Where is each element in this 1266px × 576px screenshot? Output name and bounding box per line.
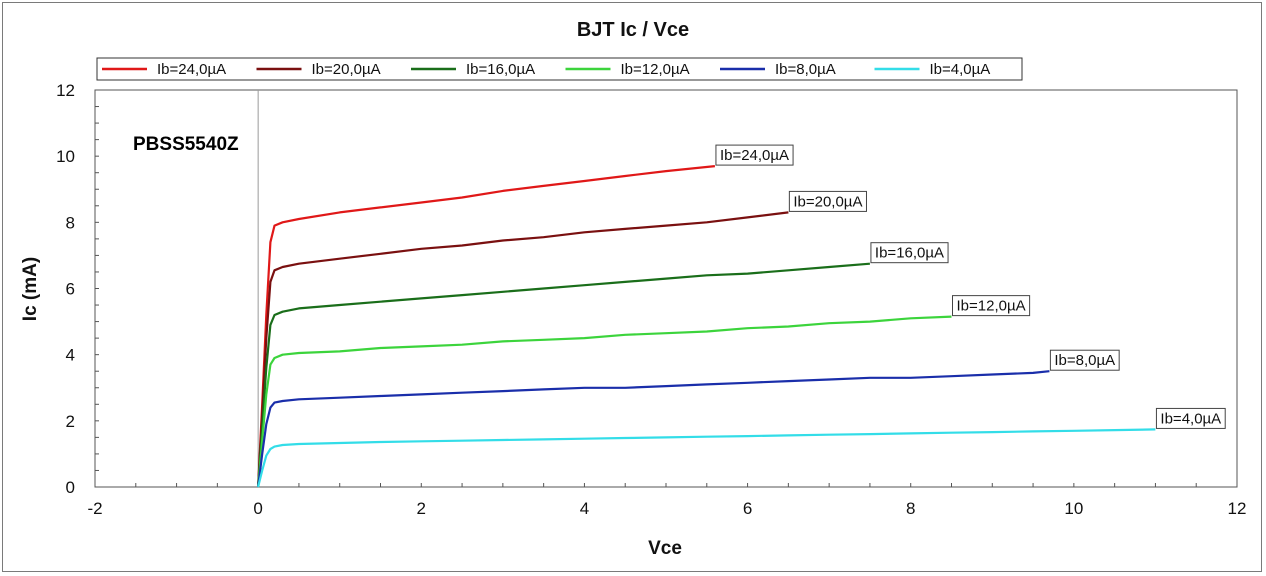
curve-label: Ib=4,0µA (1155, 407, 1226, 429)
y-tick-label: 10 (56, 147, 75, 166)
curve-label-text: Ib=20,0µA (793, 193, 862, 210)
x-axis-label: Vce (648, 538, 682, 559)
y-tick-label: 4 (66, 346, 75, 365)
curve-label-text: Ib=8,0µA (1054, 352, 1115, 369)
x-tick-label: 4 (580, 499, 589, 518)
legend-label: Ib=4,0µA (930, 61, 991, 78)
legend-label: Ib=16,0µA (466, 61, 535, 78)
chart-title: BJT Ic / Vce (577, 19, 689, 41)
curve-label-box (788, 190, 867, 212)
curve-label: Ib=20,0µA (788, 190, 867, 212)
x-tick-label: 8 (906, 499, 915, 518)
y-tick-label: 8 (66, 213, 75, 232)
x-tick-label: 12 (1228, 499, 1247, 518)
curve-label: Ib=8,0µA (1049, 349, 1120, 371)
series-line (257, 262, 870, 488)
legend-label: Ib=24,0µA (157, 61, 226, 78)
curve-label-box (1049, 349, 1120, 371)
axes (94, 89, 1238, 488)
series-line (257, 211, 789, 488)
curve-label-text: Ib=16,0µA (875, 245, 944, 262)
legend: Ib=24,0µA Ib=20,0µA Ib=16,0µA Ib=12,0µA Ib=8… (96, 57, 1023, 81)
y-tick-label: 2 (66, 412, 75, 431)
curve-label-box (715, 144, 794, 166)
tick-labels: -2 0 2 4 6 8 10 12 0 2 4 6 8 10 12 (56, 81, 1246, 518)
curve-labels: Ib=24,0µA Ib=20,0µA Ib=16,0µA Ib=12,0µA Ib=8… (715, 144, 1226, 429)
curve-label: Ib=24,0µA (715, 144, 794, 166)
legend-box (96, 57, 1023, 81)
curve-label-box (1155, 407, 1226, 429)
y-tick-label: 12 (56, 81, 75, 100)
device-annotation: PBSS5540Z (133, 134, 239, 155)
curve-label: Ib=12,0µA (952, 295, 1031, 317)
legend-label: Ib=12,0µA (621, 61, 690, 78)
series-lines (257, 165, 1156, 488)
x-tick-label: 6 (743, 499, 752, 518)
series-line (257, 165, 716, 488)
x-tick-label: 10 (1064, 499, 1083, 518)
curve-label-box (870, 242, 949, 264)
x-tick-label: 0 (253, 499, 262, 518)
y-tick-label: 0 (66, 478, 75, 497)
y-axis-label: Ic (mA) (20, 257, 41, 321)
curve-label-text: Ib=12,0µA (957, 298, 1026, 315)
x-tick-label: -2 (87, 499, 102, 518)
legend-label: Ib=8,0µA (775, 61, 836, 78)
curve-label-box (952, 295, 1031, 317)
series-line (257, 315, 952, 488)
curve-label: Ib=16,0µA (870, 242, 949, 264)
x-tick-label: 2 (417, 499, 426, 518)
series-line (257, 428, 1156, 488)
plot-area (94, 89, 1238, 488)
curve-label-text: Ib=4,0µA (1160, 410, 1221, 427)
curve-label-text: Ib=24,0µA (720, 147, 789, 164)
legend-label: Ib=20,0µA (312, 61, 381, 78)
series-line (257, 370, 1050, 488)
y-tick-label: 6 (66, 280, 75, 299)
